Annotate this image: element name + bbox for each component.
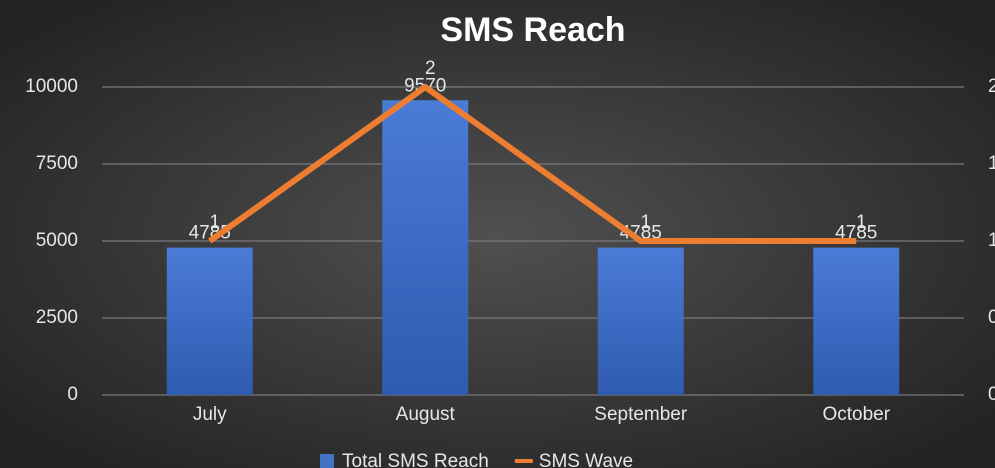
x-tick-label: July [193, 404, 227, 425]
y-tick-label: 2500 [36, 307, 78, 328]
y-tick-label: 5000 [36, 230, 78, 251]
x-tick-label: October [822, 404, 890, 425]
data-label: 1 [856, 212, 867, 233]
line [208, 84, 857, 244]
legend-label: Total SMS Reach [342, 451, 489, 468]
data-label: 1 [640, 212, 651, 233]
y-tick-label: 7500 [36, 153, 78, 174]
y2-tick-label: 1.5 [988, 153, 995, 174]
bar [813, 247, 900, 395]
legend-swatch [320, 454, 334, 468]
y2-tick-label: 0.5 [988, 307, 995, 328]
y2-tick-label: 0 [988, 384, 995, 405]
bar [166, 247, 253, 395]
y2-tick-label: 2 [988, 76, 995, 97]
y2-tick-label: 1 [988, 230, 995, 251]
bar [382, 100, 469, 395]
x-tick-label: August [396, 404, 456, 425]
x-tick-label: September [594, 404, 688, 425]
y-tick-label: 0 [67, 384, 78, 405]
chart-title: SMS Reach [440, 11, 625, 49]
y-tick-label: 10000 [25, 76, 78, 97]
legend-label: SMS Wave [539, 451, 633, 468]
data-label: 2 [425, 58, 436, 79]
data-label: 1 [209, 212, 220, 233]
bar [597, 247, 684, 395]
data-label: 4785 [189, 223, 231, 244]
